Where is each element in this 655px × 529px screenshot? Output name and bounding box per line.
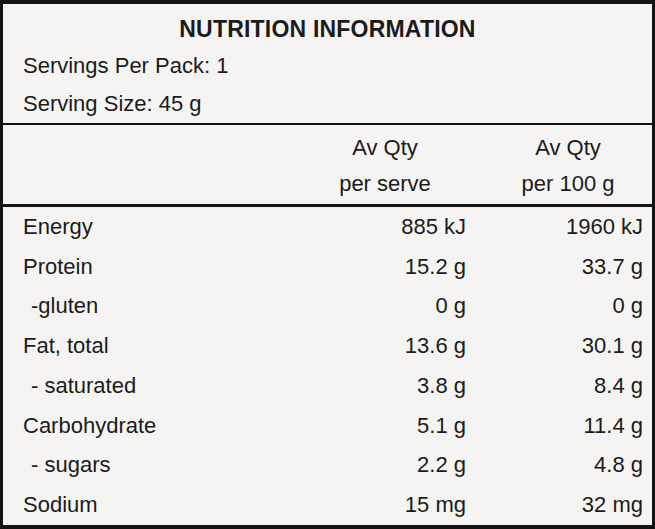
nutrient-name: -gluten bbox=[3, 293, 300, 319]
value-per-100g: 8.4 g bbox=[470, 373, 652, 399]
label-header-section: NUTRITION INFORMATION Servings Per Pack:… bbox=[3, 4, 652, 125]
table-row-carbohydrate: Carbohydrate 5.1 g 11.4 g bbox=[3, 406, 652, 446]
value-per-100g: 1960 kJ bbox=[470, 214, 652, 240]
value-per-100g: 32 mg bbox=[470, 492, 652, 518]
servings-per-pack: Servings Per Pack: 1 bbox=[3, 47, 652, 85]
value-per-serve: 0 g bbox=[300, 293, 470, 319]
column-header-row: Av Qty per serve Av Qty per 100 g bbox=[3, 125, 652, 207]
table-row-saturated: - saturated 3.8 g 8.4 g bbox=[3, 366, 652, 406]
nutrition-label: NUTRITION INFORMATION Servings Per Pack:… bbox=[0, 0, 655, 529]
table-row-energy: Energy 885 kJ 1960 kJ bbox=[3, 207, 652, 247]
value-per-serve: 2.2 g bbox=[300, 452, 470, 478]
value-per-serve: 15 mg bbox=[300, 492, 470, 518]
value-per-serve: 885 kJ bbox=[300, 214, 470, 240]
nutrient-name: Energy bbox=[3, 214, 300, 240]
value-per-serve: 5.1 g bbox=[300, 413, 470, 439]
label-title: NUTRITION INFORMATION bbox=[3, 11, 652, 47]
value-per-100g: 0 g bbox=[470, 293, 652, 319]
table-row-fat-total: Fat, total 13.6 g 30.1 g bbox=[3, 326, 652, 366]
nutrient-name: Fat, total bbox=[3, 333, 300, 359]
per-serve-line1: Av Qty bbox=[300, 130, 470, 166]
value-per-serve: 13.6 g bbox=[300, 333, 470, 359]
column-header-per-100g: Av Qty per 100 g bbox=[470, 130, 652, 202]
table-row-protein: Protein 15.2 g 33.7 g bbox=[3, 247, 652, 287]
value-per-100g: 30.1 g bbox=[470, 333, 652, 359]
nutrient-name: - sugars bbox=[3, 452, 300, 478]
table-row-sugars: - sugars 2.2 g 4.8 g bbox=[3, 446, 652, 486]
serving-size: Serving Size: 45 g bbox=[3, 85, 652, 123]
value-per-100g: 4.8 g bbox=[470, 452, 652, 478]
per-100g-line2: per 100 g bbox=[484, 166, 652, 202]
table-row-sodium: Sodium 15 mg 32 mg bbox=[3, 485, 652, 525]
value-per-100g: 11.4 g bbox=[470, 413, 652, 439]
value-per-100g: 33.7 g bbox=[470, 254, 652, 280]
nutrient-name: - saturated bbox=[3, 373, 300, 399]
value-per-serve: 3.8 g bbox=[300, 373, 470, 399]
nutrient-name: Carbohydrate bbox=[3, 413, 300, 439]
table-row-gluten: -gluten 0 g 0 g bbox=[3, 287, 652, 327]
nutrient-rows: Energy 885 kJ 1960 kJ Protein 15.2 g 33.… bbox=[3, 207, 652, 525]
column-header-per-serve: Av Qty per serve bbox=[300, 130, 470, 202]
per-serve-line2: per serve bbox=[300, 166, 470, 202]
nutrient-name: Protein bbox=[3, 254, 300, 280]
value-per-serve: 15.2 g bbox=[300, 254, 470, 280]
nutrient-name: Sodium bbox=[3, 492, 300, 518]
per-100g-line1: Av Qty bbox=[484, 130, 652, 166]
